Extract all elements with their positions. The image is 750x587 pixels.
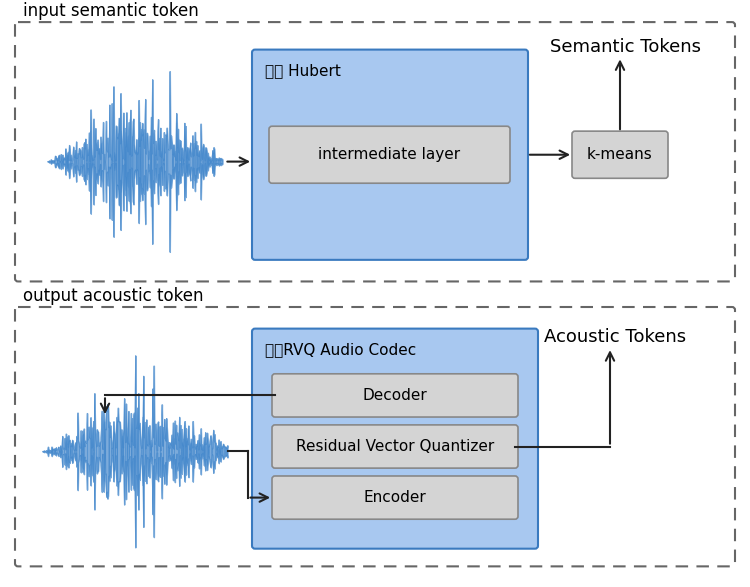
Text: Acoustic Tokens: Acoustic Tokens — [544, 329, 686, 346]
Text: 中文 Hubert: 中文 Hubert — [265, 63, 340, 77]
FancyBboxPatch shape — [15, 22, 735, 281]
Text: intermediate layer: intermediate layer — [319, 147, 460, 162]
Text: Semantic Tokens: Semantic Tokens — [550, 38, 700, 56]
Text: k-means: k-means — [587, 147, 652, 162]
FancyBboxPatch shape — [252, 49, 528, 260]
Text: Encoder: Encoder — [364, 490, 426, 505]
Text: Residual Vector Quantizer: Residual Vector Quantizer — [296, 439, 494, 454]
Text: 中文RVQ Audio Codec: 中文RVQ Audio Codec — [265, 342, 416, 357]
FancyBboxPatch shape — [572, 131, 668, 178]
FancyBboxPatch shape — [272, 374, 518, 417]
FancyBboxPatch shape — [269, 126, 510, 183]
FancyBboxPatch shape — [15, 307, 735, 566]
Text: output acoustic token: output acoustic token — [23, 287, 203, 305]
Text: input semantic token: input semantic token — [23, 2, 199, 20]
FancyBboxPatch shape — [252, 329, 538, 549]
FancyBboxPatch shape — [272, 476, 518, 519]
FancyBboxPatch shape — [272, 425, 518, 468]
Text: Decoder: Decoder — [363, 388, 428, 403]
